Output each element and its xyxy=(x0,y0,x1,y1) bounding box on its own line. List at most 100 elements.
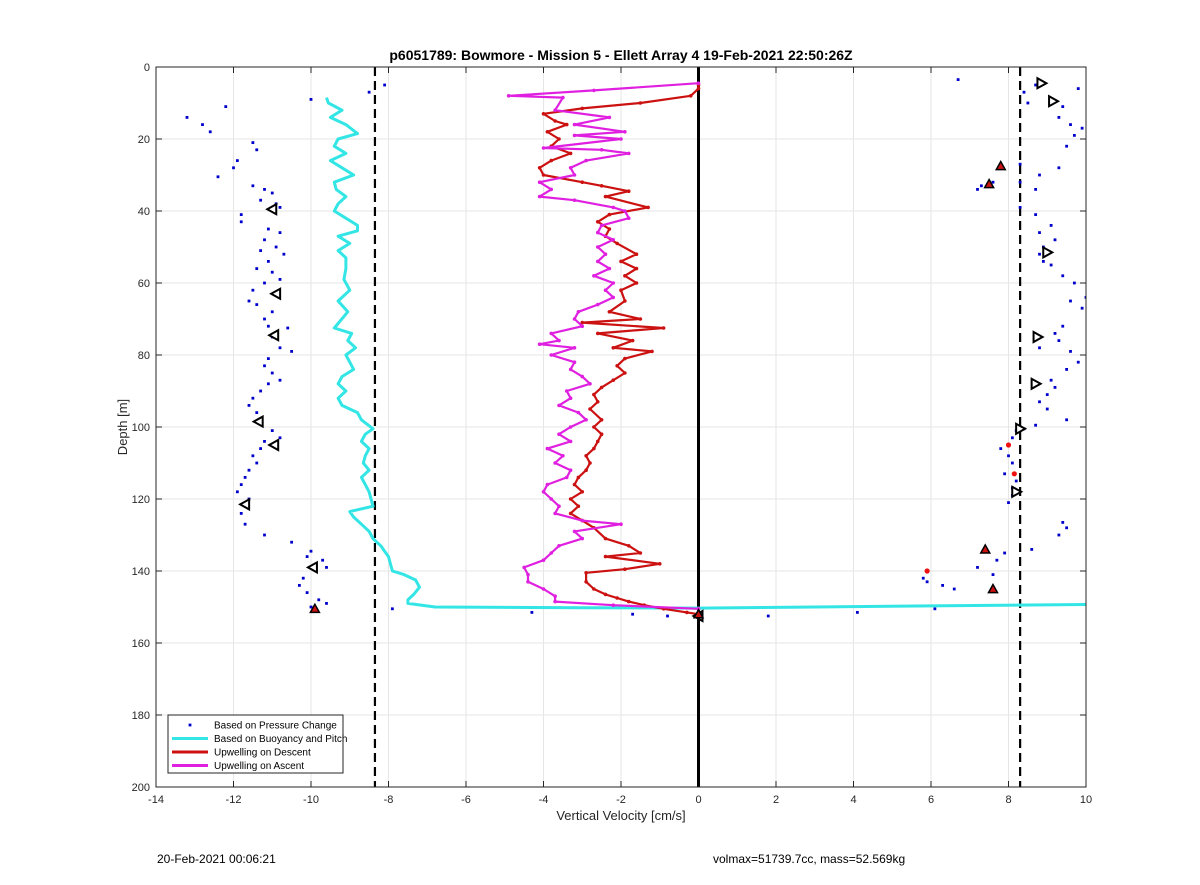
marker-group xyxy=(238,76,1061,623)
series-point-upwelling-on-descent xyxy=(650,349,654,354)
pressure-point xyxy=(259,447,263,450)
series-point-upwelling-on-ascent xyxy=(572,122,577,127)
pressure-point xyxy=(1034,83,1038,87)
x-tick-label: 0 xyxy=(695,794,701,806)
pressure-point xyxy=(1069,123,1072,126)
pressure-point xyxy=(263,364,266,368)
series-point-upwelling-on-descent xyxy=(619,288,623,293)
pressure-point xyxy=(266,324,270,328)
series-point-upwelling-on-descent xyxy=(595,400,600,404)
pressure-point xyxy=(247,404,251,407)
series-point-upwelling-on-descent xyxy=(626,189,631,193)
series-point-upwelling-on-ascent xyxy=(568,396,573,401)
pressure-point xyxy=(235,490,239,494)
pressure-point xyxy=(235,159,239,162)
series-point-upwelling-on-descent xyxy=(545,130,550,134)
pressure-point xyxy=(1080,306,1084,310)
pressure-point xyxy=(1038,400,1041,404)
series-point-upwelling-on-descent xyxy=(646,205,650,210)
y-axis-label: Depth [m] xyxy=(115,399,130,455)
series-line-upwelling-on-ascent xyxy=(507,82,699,610)
pressure-point xyxy=(297,584,301,587)
series-point-upwelling-on-ascent xyxy=(619,137,623,141)
pressure-point xyxy=(255,148,259,152)
series-point-upwelling-on-ascent xyxy=(553,511,557,516)
series-point-upwelling-on-ascent xyxy=(603,252,608,256)
series-point-upwelling-on-descent xyxy=(580,180,585,184)
series-point-upwelling-on-ascent xyxy=(557,504,561,509)
series-point-upwelling-on-descent xyxy=(623,299,627,303)
series-point-upwelling-on-ascent xyxy=(568,439,573,444)
series-point-upwelling-on-descent xyxy=(638,317,643,321)
series-point-upwelling-on-descent xyxy=(638,101,643,105)
pressure-point xyxy=(301,576,305,580)
series-point-upwelling-on-descent xyxy=(537,166,542,170)
pressure-point xyxy=(1010,461,1014,465)
series-point-upwelling-on-ascent xyxy=(595,302,600,307)
legend-swatch xyxy=(188,723,192,727)
pressure-point xyxy=(999,447,1003,450)
pressure-point xyxy=(1030,548,1034,551)
series-point-upwelling-on-ascent xyxy=(619,522,623,526)
series-point-upwelling-on-ascent xyxy=(588,382,592,386)
pressure-point xyxy=(309,549,313,553)
series-point-upwelling-on-ascent xyxy=(541,558,546,562)
red-dot-marker xyxy=(1005,442,1012,448)
series-point-upwelling-on-ascent xyxy=(553,599,557,604)
pressure-point xyxy=(325,602,328,605)
pressure-point xyxy=(1061,521,1065,524)
series-point-upwelling-on-descent xyxy=(611,378,616,383)
x-tick-labels: -14 -12 -10 -8 -6 -4 -2 0 2 4 6 8 10 xyxy=(148,794,1092,806)
series-point-upwelling-on-ascent xyxy=(611,238,616,242)
x-tick-label: 4 xyxy=(850,794,856,806)
pressure-point xyxy=(239,483,243,486)
pressure-point xyxy=(270,371,274,375)
footer-mass-info: volmax=51739.7cc, mass=52.569kg xyxy=(713,852,906,866)
red-dot-marker xyxy=(1011,471,1017,477)
pressure-point xyxy=(1080,126,1084,130)
pressure-point xyxy=(305,555,309,558)
series-point-upwelling-on-descent xyxy=(592,446,596,451)
series-point-upwelling-on-descent xyxy=(634,266,639,271)
pressure-point xyxy=(925,580,929,584)
pressure-point xyxy=(263,533,266,537)
series-point-upwelling-on-descent xyxy=(607,227,612,231)
series-point-upwelling-on-descent xyxy=(615,596,619,600)
pressure-point xyxy=(1076,360,1080,364)
pressure-point xyxy=(1069,350,1072,353)
pressure-point xyxy=(1072,281,1076,285)
pressure-point xyxy=(1026,101,1030,105)
series-point-upwelling-on-ascent xyxy=(623,130,627,134)
series-point-upwelling-on-ascent xyxy=(526,580,530,584)
series-point-upwelling-on-descent xyxy=(564,122,569,127)
x-tick-label: 2 xyxy=(773,794,779,806)
open-triangle-marker xyxy=(269,287,282,301)
series-point-upwelling-on-descent xyxy=(557,137,561,141)
pressure-point xyxy=(270,191,274,195)
pressure-point xyxy=(1049,263,1053,267)
open-triangle-marker xyxy=(1015,422,1028,436)
pressure-point xyxy=(270,429,274,432)
series-point-upwelling-on-descent xyxy=(568,151,573,156)
pressure-point xyxy=(255,411,259,414)
x-tick-label: 10 xyxy=(1080,794,1092,806)
open-triangle-marker xyxy=(1036,76,1049,90)
series-point-upwelling-on-ascent xyxy=(607,266,612,271)
open-triangle-marker xyxy=(1032,330,1045,344)
series-point-upwelling-on-ascent xyxy=(572,346,577,350)
pressure-point xyxy=(1057,339,1061,342)
series-point-upwelling-on-descent xyxy=(599,418,604,422)
series-point-upwelling-on-descent xyxy=(599,184,604,188)
pressure-point xyxy=(1049,224,1053,227)
pressure-point xyxy=(239,512,243,515)
pressure-point xyxy=(251,184,255,188)
series-point-upwelling-on-ascent xyxy=(580,536,585,541)
series-point-upwelling-on-ascent xyxy=(599,223,604,228)
x-tick-label: 8 xyxy=(1005,794,1011,806)
series-point-upwelling-on-ascent xyxy=(537,342,542,347)
series-point-upwelling-on-descent xyxy=(607,310,612,314)
series-point-upwelling-on-ascent xyxy=(553,108,557,112)
filled-triangle-marker xyxy=(987,582,999,594)
pressure-point xyxy=(1038,231,1041,234)
series-point-upwelling-on-descent xyxy=(661,326,666,330)
